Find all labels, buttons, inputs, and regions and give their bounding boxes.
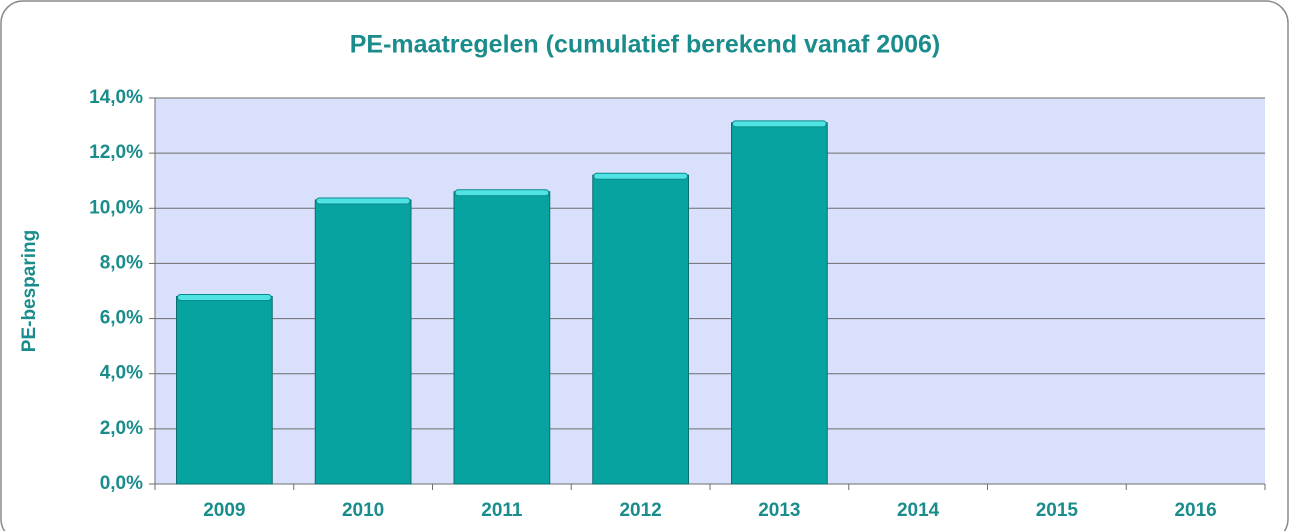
x-tick-label: 2013 (758, 500, 800, 521)
bar (592, 174, 689, 485)
y-tick-label: 8,0% (100, 252, 143, 273)
x-tick-label: 2012 (619, 500, 661, 521)
y-tick-label: 0,0% (100, 473, 143, 494)
y-tick-label: 14,0% (89, 87, 143, 108)
y-tick-label: 2,0% (100, 418, 143, 439)
bar (314, 199, 412, 485)
bar (176, 296, 273, 485)
y-tick-label: 4,0% (100, 363, 143, 384)
y-tick-label: 12,0% (89, 142, 143, 163)
bar-cap (177, 294, 272, 302)
x-tick-label: 2014 (897, 500, 940, 521)
bar (731, 122, 828, 485)
x-tick-label: 2011 (481, 500, 523, 521)
x-tick-label: 2015 (1036, 500, 1079, 521)
bar (453, 191, 551, 485)
x-tick-label: 2010 (342, 500, 384, 521)
x-tick-label: 2009 (203, 500, 245, 521)
y-axis-label: PE-besparing (19, 230, 40, 352)
x-tick-label: 2016 (1174, 500, 1216, 521)
y-tick-label: 10,0% (89, 197, 143, 218)
bar-cap (315, 197, 411, 205)
y-tick-label: 6,0% (100, 308, 143, 329)
bar-cap (732, 120, 827, 128)
bar-cap (454, 189, 550, 197)
bar-cap (593, 172, 688, 180)
chart-title: PE-maatregelen (cumulatief berekend vana… (350, 31, 941, 59)
